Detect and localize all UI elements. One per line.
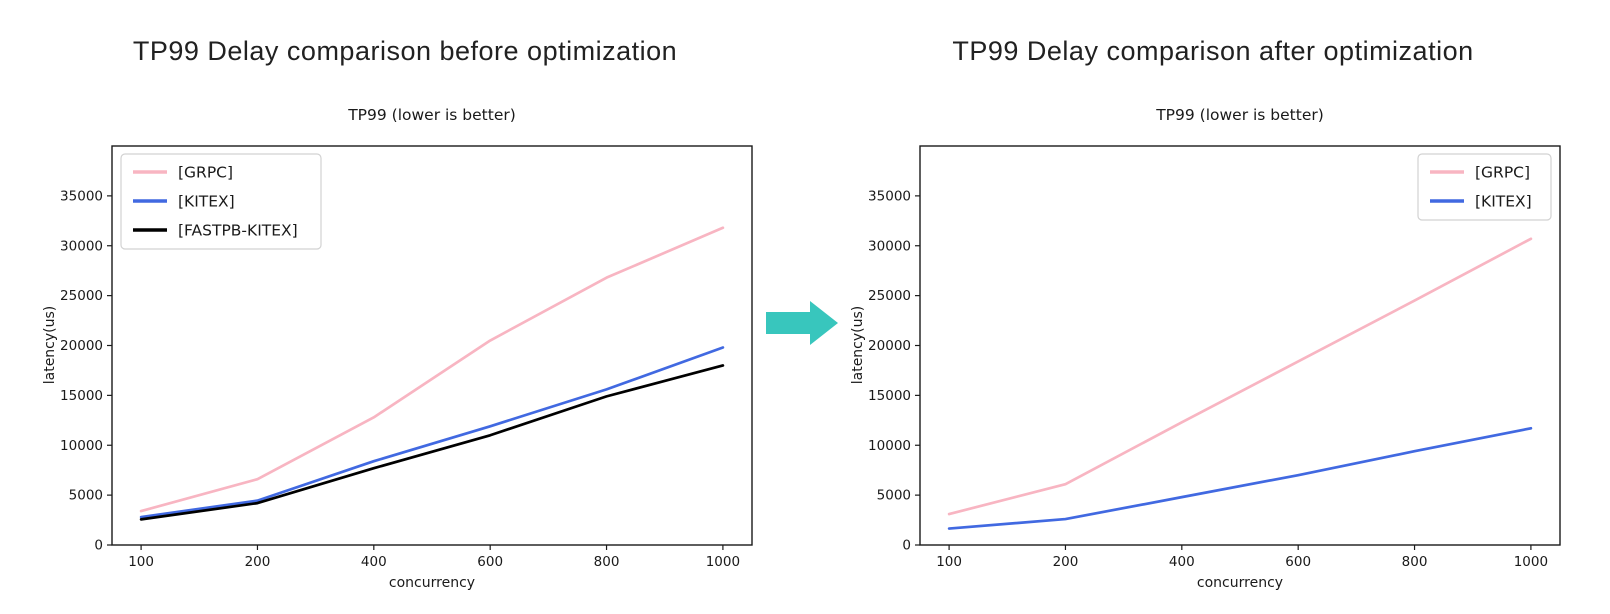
legend: [GRPC] [KITEX] [FASTPB-KITEX]	[120, 153, 322, 250]
y-tick-label: 10000	[868, 438, 911, 454]
legend-label-1: [GRPC]	[178, 164, 233, 182]
x-tick-label: 400	[1169, 554, 1195, 570]
arrow-shape	[766, 301, 838, 345]
y-axis-label: latency(us)	[850, 306, 866, 385]
y-tick-label: 30000	[868, 238, 911, 254]
x-tick-label: 600	[477, 554, 503, 570]
x-axis-label: concurrency	[1197, 575, 1283, 591]
legend-label-2: [KITEX]	[1475, 193, 1532, 211]
figure-before-heading: TP99 Delay comparison before optimizatio…	[132, 36, 678, 66]
x-tick-label: 1000	[1514, 554, 1548, 570]
x-tick-label: 1000	[706, 554, 740, 570]
y-tick-label: 5000	[877, 488, 911, 504]
y-tick-label: 25000	[60, 288, 103, 304]
series-line-kitex	[947, 426, 1533, 530]
y-axis-label: latency(us)	[42, 306, 58, 385]
plot-frame: 0 5000 10000 15000 20000 25000 30000 35000 100 20…	[868, 145, 1561, 570]
x-tick-label: 400	[361, 554, 387, 570]
legend-label-1: [GRPC]	[1475, 164, 1530, 182]
series-line-fastpb-kitex	[139, 364, 725, 521]
arrow-svg	[766, 301, 838, 345]
x-tick-label: 100	[936, 554, 962, 570]
x-tick-label: 200	[1053, 554, 1079, 570]
legend-box	[120, 153, 322, 250]
y-tick-label: 0	[902, 538, 911, 554]
x-axis-label: concurrency	[389, 575, 475, 591]
y-tick-label: 20000	[868, 338, 911, 354]
series-line-kitex	[139, 346, 725, 519]
after-chart-svg: TP99 (lower is better) latency(us) concu…	[850, 106, 1561, 591]
legend: [GRPC] [KITEX]	[1417, 153, 1552, 221]
figure-after: TP99 Delay comparison after optimization…	[848, 30, 1578, 600]
chart-title: TP99 (lower is better)	[1155, 106, 1324, 124]
y-tick-label: 10000	[60, 438, 103, 454]
series-line-grpc	[947, 237, 1533, 516]
chart-title: TP99 (lower is better)	[347, 106, 516, 124]
legend-label-3: [FASTPB-KITEX]	[178, 222, 298, 240]
x-tick-label: 100	[128, 554, 154, 570]
y-tick-label: 35000	[60, 188, 103, 204]
y-tick-label: 25000	[868, 288, 911, 304]
x-tick-label: 200	[245, 554, 271, 570]
y-tick-label: 30000	[60, 238, 103, 254]
before-to-after-arrow-icon	[766, 301, 838, 345]
x-tick-label: 800	[1402, 554, 1428, 570]
y-tick-label: 35000	[868, 188, 911, 204]
series-line-grpc	[139, 226, 725, 513]
figure-after-heading: TP99 Delay comparison after optimization	[952, 36, 1474, 66]
y-tick-label: 5000	[69, 488, 103, 504]
x-tick-label: 600	[1285, 554, 1311, 570]
plot-frame: 0 5000 10000 15000 20000 25000 30000 35000 100 20…	[60, 145, 753, 570]
y-tick-label: 15000	[60, 388, 103, 404]
y-tick-label: 20000	[60, 338, 103, 354]
y-tick-label: 15000	[868, 388, 911, 404]
y-tick-label: 0	[94, 538, 103, 554]
before-chart-svg: TP99 (lower is better) latency(us) concu…	[42, 106, 753, 591]
figure-before: TP99 Delay comparison before optimizatio…	[40, 30, 770, 600]
x-tick-label: 800	[594, 554, 620, 570]
legend-label-2: [KITEX]	[178, 193, 235, 211]
